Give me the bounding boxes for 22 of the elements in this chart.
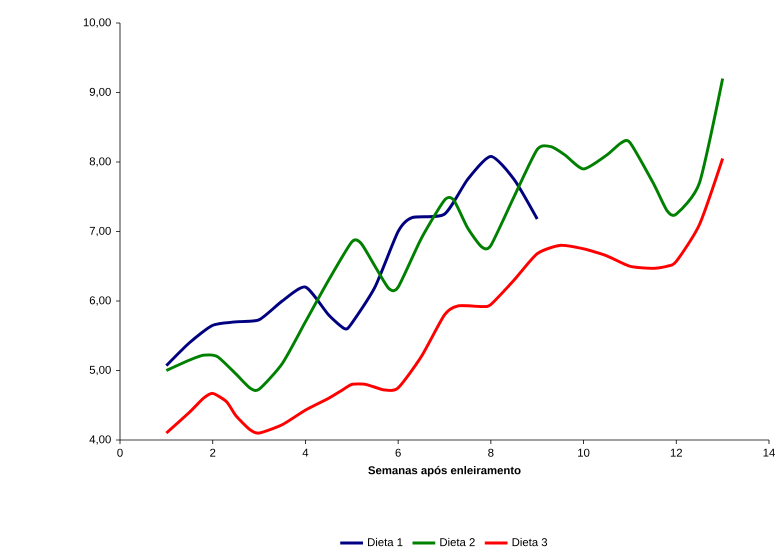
x-tick-label: 12 (670, 448, 682, 457)
x-tick-label: 4 (302, 448, 308, 456)
x-axis-title: Semanas após enleiramento (368, 466, 521, 477)
x-tick-label: 0 (117, 448, 123, 457)
line-series (164, 157, 724, 435)
y-tick-label: 10,00 (84, 18, 111, 28)
y-tick-label: 5,00 (90, 366, 111, 376)
x-tick-label: 8 (488, 448, 494, 457)
legend-label: Dieta 2 (440, 538, 475, 546)
line-series (164, 77, 724, 392)
legend-label: Dieta 3 (512, 538, 548, 546)
x-tick-label: 6 (396, 448, 401, 457)
y-tick-label: 7,00 (90, 226, 111, 236)
x-tick-label: 10 (578, 448, 590, 457)
line-series (164, 154, 539, 368)
y-tick-label: 4,00 (89, 435, 111, 445)
x-tick-label: 14 (764, 448, 775, 456)
y-tick-label: 8,00 (90, 157, 111, 167)
legend-label: Dieta 1 (368, 538, 402, 546)
y-tick-label: 9,00 (90, 88, 111, 98)
y-tick-label: 6,00 (90, 296, 111, 306)
x-tick-label: 2 (210, 448, 216, 457)
